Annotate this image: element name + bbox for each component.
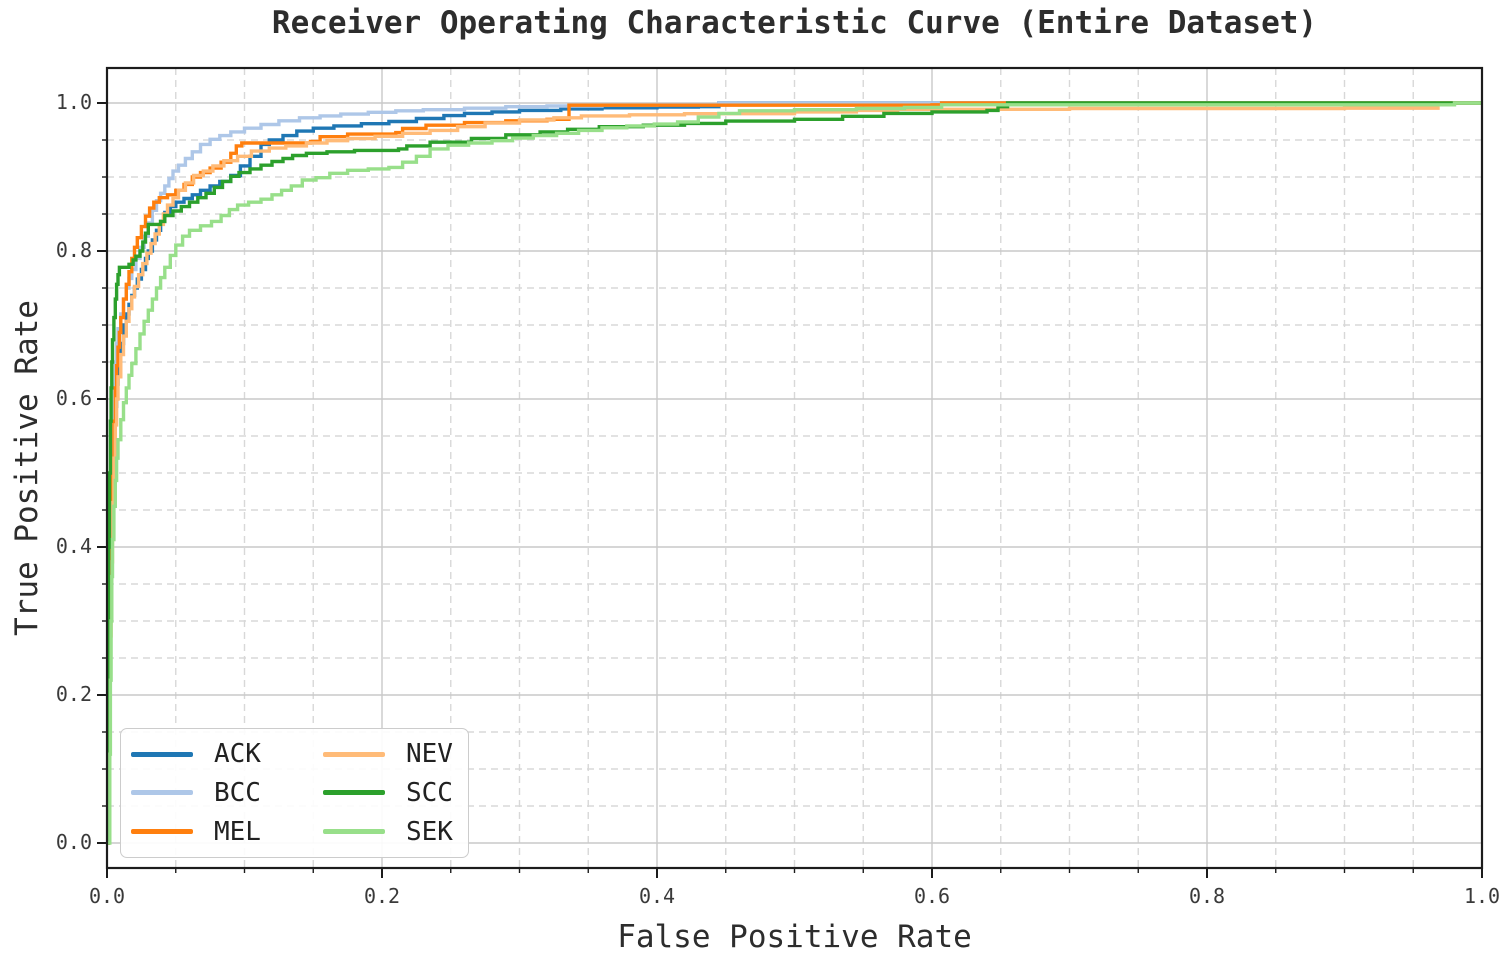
- x-axis-label: False Positive Rate: [617, 919, 972, 955]
- y-tick-label: 0.4: [55, 534, 92, 558]
- x-tick-label: 0.2: [363, 884, 401, 908]
- legend-item-bcc: BCC: [131, 774, 323, 813]
- legend-swatch-ack: [131, 751, 193, 757]
- y-tick-label: 0.8: [55, 238, 92, 262]
- legend-item-scc: SCC: [323, 774, 468, 813]
- chart-title: Receiver Operating Characteristic Curve …: [271, 5, 1318, 41]
- legend-swatch-bcc: [131, 790, 193, 796]
- legend-item-ack: ACK: [131, 735, 323, 774]
- curve-nev: [106, 101, 1482, 845]
- curve-sek: [107, 101, 1482, 845]
- legend-swatch-mel: [131, 829, 193, 835]
- legend-item-mel: MEL: [131, 812, 323, 851]
- legend-label-mel: MEL: [214, 816, 261, 847]
- y-tick-label: 0.6: [55, 386, 92, 410]
- legend-label-scc: SCC: [406, 777, 453, 808]
- legend-label-nev: NEV: [406, 739, 453, 770]
- legend: ACK BCC MEL NEV SCC SEK: [120, 728, 469, 858]
- x-tick-label: 0.8: [1188, 884, 1226, 908]
- legend-item-sek: SEK: [323, 812, 468, 851]
- x-tick-label: 0.0: [88, 884, 126, 908]
- x-tick-label: 0.4: [638, 884, 676, 908]
- legend-item-nev: NEV: [323, 735, 468, 774]
- y-tick-label: 1.0: [55, 90, 92, 114]
- legend-swatch-nev: [323, 751, 385, 757]
- legend-swatch-sek: [323, 829, 385, 835]
- legend-swatch-scc: [323, 790, 385, 796]
- y-axis-label: True Positive Rate: [9, 300, 45, 636]
- legend-label-ack: ACK: [214, 739, 261, 770]
- x-tick-label: 0.6: [913, 884, 951, 908]
- legend-label-sek: SEK: [406, 816, 453, 847]
- legend-label-bcc: BCC: [214, 777, 261, 808]
- curve-mel: [106, 101, 1482, 845]
- y-tick-label: 0.0: [55, 830, 92, 854]
- x-tick-label: 1.0: [1463, 884, 1500, 908]
- y-tick-label: 0.2: [55, 682, 92, 706]
